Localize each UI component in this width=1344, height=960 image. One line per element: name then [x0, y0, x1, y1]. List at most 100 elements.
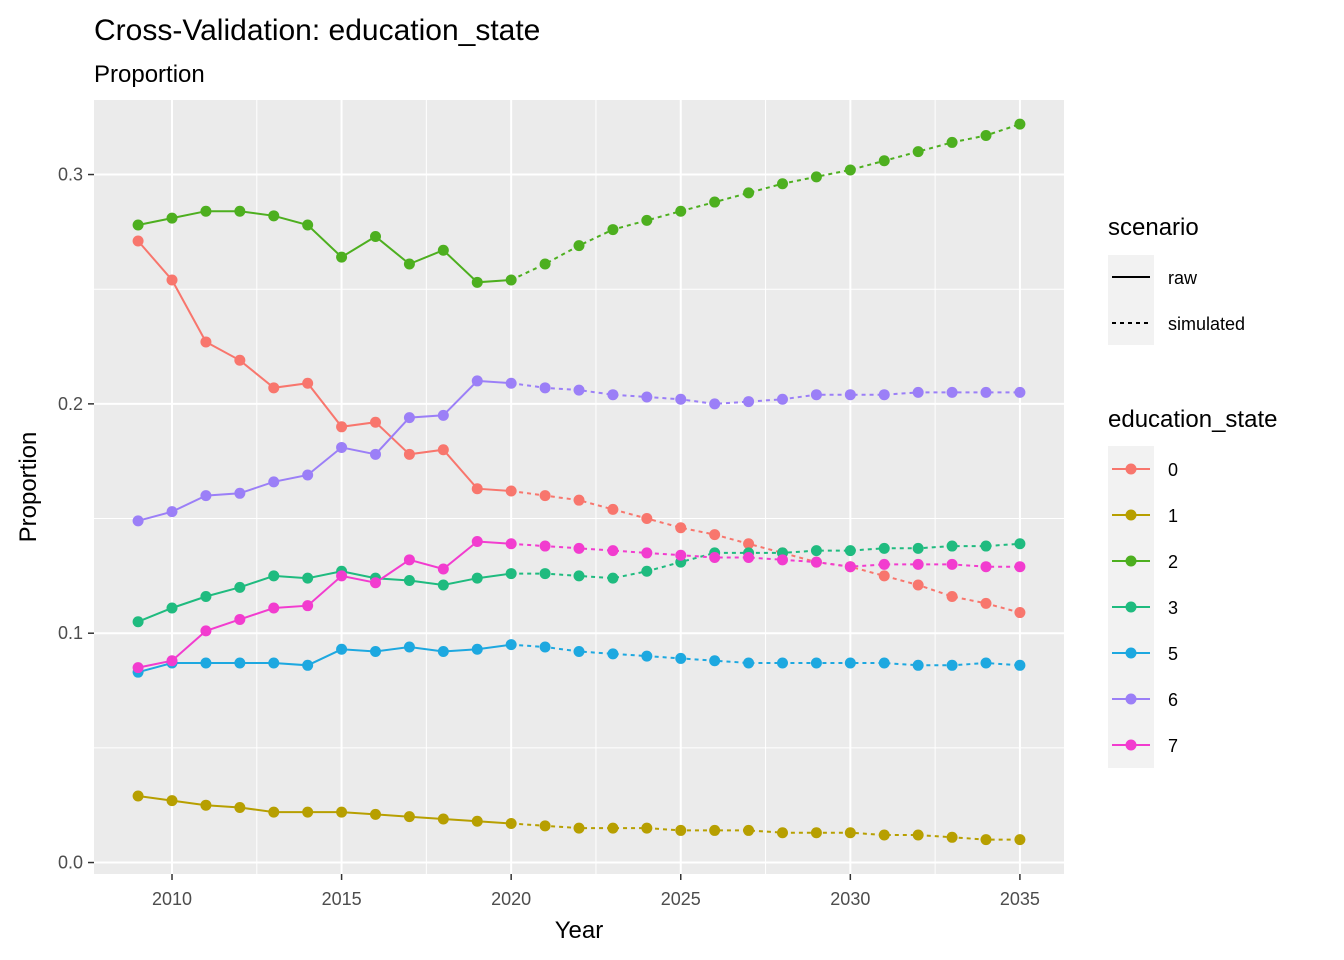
point-raw-6	[234, 487, 246, 499]
series-3	[132, 538, 1026, 628]
point-simulated-1	[1014, 834, 1026, 846]
point-simulated-2	[776, 178, 788, 190]
legend-label-2: 2	[1168, 552, 1178, 572]
point-simulated-2	[810, 171, 822, 183]
point-simulated-2	[844, 164, 856, 176]
x-tick-label: 2020	[491, 889, 531, 909]
point-raw-6	[403, 412, 415, 424]
point-simulated-0	[878, 570, 890, 582]
point-raw-2	[268, 210, 280, 222]
point-raw-3	[200, 591, 212, 603]
point-simulated-0	[946, 591, 958, 603]
legend-key-point-5	[1125, 647, 1137, 659]
point-simulated-6	[709, 398, 721, 410]
point-raw-2	[336, 251, 348, 263]
y-tick-label: 0.1	[58, 623, 83, 643]
point-simulated-1	[980, 834, 992, 846]
point-simulated-6	[743, 396, 755, 408]
point-simulated-6	[641, 391, 653, 403]
point-simulated-3	[573, 570, 585, 582]
point-simulated-1	[539, 820, 551, 832]
axis-ticks: 2010 2015 2020 2025 2030 2035 0.0 0.1 0.2 0.3	[58, 165, 1040, 909]
legend-label-1: 1	[1168, 506, 1178, 526]
legend-key-point-1	[1125, 509, 1137, 521]
point-raw-2	[403, 258, 415, 270]
point-raw-1	[471, 815, 483, 827]
y-axis-title: Proportion	[15, 432, 42, 543]
point-raw-7	[302, 600, 314, 612]
point-simulated-2	[878, 155, 890, 167]
point-simulated-1	[573, 822, 585, 834]
point-simulated-7	[912, 558, 924, 570]
point-simulated-2	[573, 240, 585, 252]
chart-title: Cross-Validation: education_state	[94, 14, 540, 47]
series-5-simulated-line	[511, 643, 1020, 667]
point-raw-5	[437, 646, 449, 658]
point-raw-5	[505, 639, 517, 651]
point-simulated-6	[980, 386, 992, 398]
point-raw-2	[471, 276, 483, 288]
legend-label-5: 5	[1168, 644, 1178, 664]
scenario-legend-title: scenario	[1108, 214, 1199, 241]
legend-label-0: 0	[1168, 460, 1178, 480]
point-simulated-5	[607, 648, 619, 660]
point-raw-7	[437, 563, 449, 575]
point-raw-5	[336, 643, 348, 655]
point-simulated-5	[709, 655, 721, 667]
point-raw-1	[200, 799, 212, 811]
y-tick-label: 0.3	[58, 165, 83, 185]
series-6-raw-line	[137, 379, 512, 522]
point-simulated-0	[912, 579, 924, 591]
point-raw-7	[132, 662, 144, 674]
point-simulated-6	[607, 389, 619, 401]
legend-label-raw: raw	[1168, 268, 1198, 288]
point-simulated-5	[675, 652, 687, 664]
point-raw-5	[302, 659, 314, 671]
point-simulated-2	[912, 146, 924, 158]
x-axis-title: Year	[555, 917, 604, 944]
point-raw-2	[166, 212, 178, 224]
point-raw-3	[403, 574, 415, 586]
point-simulated-6	[539, 382, 551, 394]
point-simulated-3	[980, 540, 992, 552]
point-simulated-5	[810, 657, 822, 669]
legend-key-point-7	[1125, 739, 1137, 751]
point-simulated-5	[539, 641, 551, 653]
point-simulated-1	[743, 824, 755, 836]
point-raw-0	[302, 377, 314, 389]
point-raw-6	[302, 469, 314, 481]
legend-key-point-6	[1125, 693, 1137, 705]
point-simulated-0	[709, 529, 721, 541]
point-simulated-5	[844, 657, 856, 669]
point-raw-2	[437, 244, 449, 256]
series-6	[132, 375, 1026, 527]
point-raw-5	[471, 643, 483, 655]
series-7-raw-line	[137, 540, 512, 669]
point-simulated-6	[946, 386, 958, 398]
point-simulated-7	[844, 561, 856, 573]
point-raw-1	[268, 806, 280, 818]
point-raw-0	[403, 448, 415, 460]
education-state-legend: education_state 0 1 2 3 5 6 7	[1108, 406, 1277, 768]
point-raw-3	[505, 568, 517, 580]
series-6-simulated-line	[511, 382, 1020, 405]
point-raw-7	[234, 613, 246, 625]
x-tick-label: 2035	[1000, 889, 1040, 909]
point-simulated-2	[607, 224, 619, 236]
x-tick-label: 2015	[322, 889, 362, 909]
point-simulated-2	[1014, 118, 1026, 130]
point-simulated-6	[675, 393, 687, 405]
series-1-simulated-line	[511, 822, 1020, 841]
point-simulated-6	[844, 389, 856, 401]
point-raw-1	[302, 806, 314, 818]
legend-label-7: 7	[1168, 736, 1178, 756]
series-2-raw-line	[137, 210, 512, 284]
point-simulated-6	[573, 384, 585, 396]
point-simulated-3	[810, 545, 822, 557]
point-simulated-2	[539, 258, 551, 270]
point-raw-1	[166, 795, 178, 807]
series-7	[132, 535, 1026, 674]
point-raw-5	[268, 657, 280, 669]
point-simulated-0	[641, 513, 653, 525]
